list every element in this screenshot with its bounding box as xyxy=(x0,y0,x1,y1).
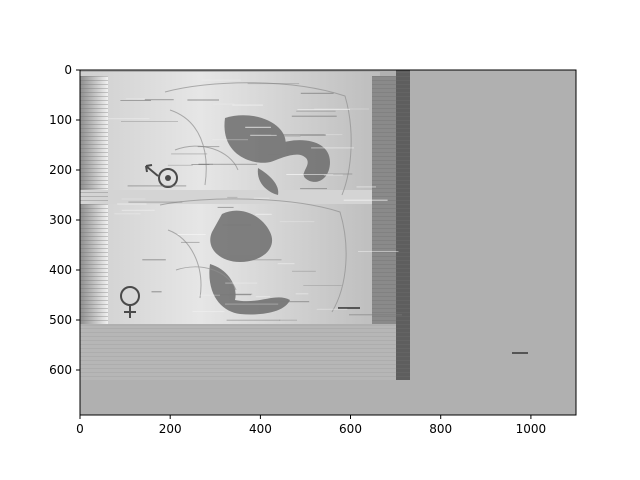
scan-line-artifact xyxy=(187,99,219,101)
scan-line-artifact xyxy=(271,134,326,136)
scan-line-artifact xyxy=(245,259,282,261)
scan-lines-stripe xyxy=(396,70,410,380)
y-tick-label: 300 xyxy=(49,213,72,227)
scan-line-artifact xyxy=(181,241,200,243)
scan-line-artifact xyxy=(343,199,388,201)
scan-line-artifact xyxy=(217,206,234,208)
y-tick-label: 0 xyxy=(64,63,72,77)
scan-line-artifact xyxy=(255,213,272,215)
scan-line-artifact xyxy=(291,115,337,117)
scan-line-artifact xyxy=(222,224,252,226)
artifact-mark xyxy=(338,307,360,309)
scan-line-artifact xyxy=(197,294,220,296)
scan-line-artifact xyxy=(213,103,235,105)
scan-gap-band xyxy=(80,190,380,204)
scan-line-artifact xyxy=(225,282,258,284)
x-tick-label: 0 xyxy=(76,422,84,436)
scan-line-artifact xyxy=(296,110,336,112)
scan-line-artifact xyxy=(117,203,147,205)
scan-line-artifact xyxy=(232,104,263,106)
scan-line-artifact xyxy=(177,234,206,235)
scan-line-artifact xyxy=(303,173,353,175)
scan-line-artifact xyxy=(212,139,248,141)
scan-line-artifact xyxy=(292,270,316,272)
scan-line-artifact xyxy=(125,98,146,100)
scan-line-artifact xyxy=(316,308,348,310)
scan-line-artifact xyxy=(120,100,151,101)
anatomy-outline-bottom xyxy=(159,198,347,313)
scan-line-artifact xyxy=(279,221,315,223)
x-tick-label: 800 xyxy=(429,422,452,436)
scan-line-artifact xyxy=(300,188,327,190)
y-tick-label: 200 xyxy=(49,163,72,177)
scan-line-artifact xyxy=(108,118,150,120)
scan-line-artifact xyxy=(192,311,225,313)
scan-line-artifact xyxy=(300,134,326,136)
scan-line-artifact xyxy=(167,164,193,166)
anatomy-illustration-top xyxy=(224,115,330,195)
scan-line-artifact xyxy=(198,163,258,165)
y-tick-label: 500 xyxy=(49,313,72,327)
scan-line-artifact xyxy=(216,294,251,296)
scan-line-artifact xyxy=(277,263,295,265)
scan-line-artifact xyxy=(268,153,282,155)
scan-line-artifact xyxy=(151,291,162,293)
scan-line-artifact xyxy=(249,301,310,303)
scan-line-artifact xyxy=(250,134,277,136)
scan-line-artifact xyxy=(197,146,220,148)
scan-line-artifact xyxy=(245,126,271,128)
scan-line-artifact xyxy=(255,296,271,298)
scan-line-artifact xyxy=(142,259,166,261)
scan-line-artifact xyxy=(279,319,297,321)
scan-line-artifact xyxy=(227,196,238,198)
x-tick-label: 200 xyxy=(159,422,182,436)
scan-line-artifact xyxy=(225,303,279,305)
scan-line-artifact xyxy=(226,319,281,321)
scan-line-artifact xyxy=(295,293,309,295)
scan-line-artifact xyxy=(358,251,399,252)
x-tick-label: 400 xyxy=(249,422,272,436)
scan-line-artifact xyxy=(121,209,155,211)
scan-line-artifact xyxy=(201,79,241,81)
scan-line-artifact xyxy=(114,213,141,215)
x-tick-label: 1000 xyxy=(516,422,547,436)
scan-line-artifact xyxy=(144,99,174,101)
scan-line-artifact xyxy=(127,185,187,187)
y-tick-label: 100 xyxy=(49,113,72,127)
scan-line-artifact xyxy=(300,92,334,94)
male-symbol-icon xyxy=(145,164,178,188)
scan-line-artifact xyxy=(128,201,183,203)
scan-line-artifact xyxy=(297,109,350,110)
scan-line-artifact xyxy=(171,153,208,155)
scan-image xyxy=(80,70,576,415)
scan-line-artifact xyxy=(356,186,376,188)
axes-frame xyxy=(79,69,577,416)
scan-line-artifact xyxy=(323,174,343,176)
y-tick-label: 400 xyxy=(49,263,72,277)
y-axis xyxy=(76,69,80,371)
scan-line-artifact xyxy=(311,147,354,149)
scan-line-artifact xyxy=(282,135,301,137)
plot-axes: 0 200 400 600 800 1000 0 100 200 300 400… xyxy=(49,63,577,436)
y-tick-label: 600 xyxy=(49,363,72,377)
female-symbol-icon xyxy=(120,286,140,318)
artifact-mark xyxy=(512,352,528,354)
scan-line-artifacts xyxy=(108,79,402,321)
scan-line-artifact xyxy=(323,134,343,136)
scan-line-artifact xyxy=(121,121,178,122)
scan-line-artifact xyxy=(349,314,402,316)
scan-line-artifact xyxy=(303,285,342,286)
scan-lines-left xyxy=(80,76,108,324)
scan-line-artifact xyxy=(247,83,300,85)
scan-line-artifact xyxy=(253,197,270,199)
scan-line-artifact xyxy=(121,198,146,200)
lower-noise-lines xyxy=(80,326,396,380)
x-axis xyxy=(79,415,532,419)
x-tick-label: 600 xyxy=(339,422,362,436)
